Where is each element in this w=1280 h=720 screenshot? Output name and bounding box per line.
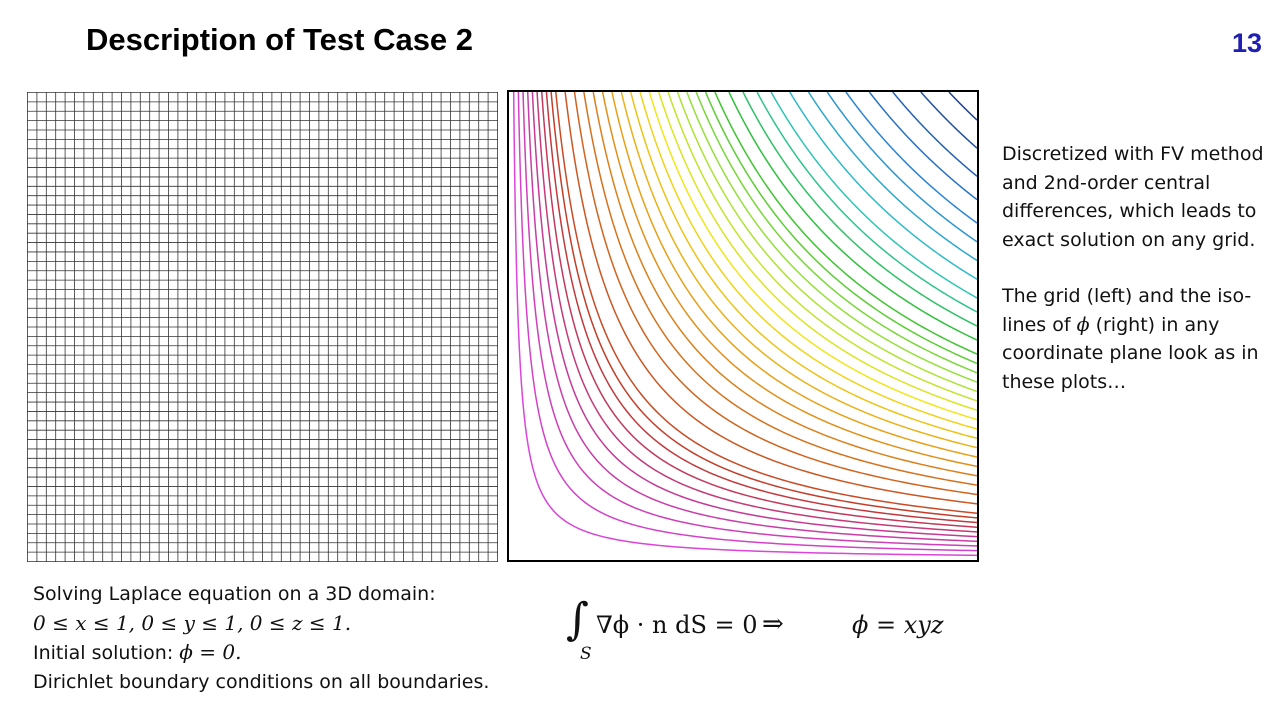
isoline bbox=[639, 92, 977, 430]
isoline bbox=[629, 92, 977, 440]
isoline bbox=[892, 92, 977, 177]
isoline bbox=[676, 92, 977, 393]
isoline bbox=[920, 92, 977, 149]
isoline-plot-frame bbox=[507, 90, 979, 562]
isoline bbox=[648, 92, 977, 421]
isoline bbox=[512, 92, 977, 557]
isoline bbox=[826, 92, 977, 243]
slide-title: Description of Test Case 2 bbox=[86, 22, 474, 57]
initial-solution-label: Initial solution: bbox=[33, 642, 180, 664]
domain-inequalities: 0 ≤ x ≤ 1, 0 ≤ y ≤ 1, 0 ≤ z ≤ 1. bbox=[33, 611, 352, 635]
isoline bbox=[742, 92, 977, 327]
isoline bbox=[868, 92, 977, 201]
isoline bbox=[601, 92, 977, 468]
notes-text: Discretized with FV method and 2nd-order… bbox=[1002, 140, 1277, 424]
page-number: 13 bbox=[1231, 28, 1262, 58]
isoline bbox=[517, 92, 977, 552]
isoline-plot bbox=[507, 90, 979, 562]
isoline bbox=[948, 92, 977, 121]
isoline bbox=[526, 92, 977, 543]
isoline bbox=[770, 92, 977, 299]
isoline bbox=[686, 92, 977, 383]
isoline bbox=[550, 92, 977, 519]
initial-solution-line: Initial solution: ϕ = 0. bbox=[33, 638, 489, 668]
problem-description: Solving Laplace equation on a 3D domain:… bbox=[33, 580, 489, 697]
isoline bbox=[620, 92, 977, 449]
isoline bbox=[573, 92, 977, 496]
isoline bbox=[536, 92, 977, 533]
notes-p2-post: (right) in any coordinate plane look as … bbox=[1002, 313, 1259, 393]
isoline bbox=[714, 92, 977, 355]
phi-symbol: ϕ bbox=[1076, 313, 1090, 336]
isoline bbox=[592, 92, 977, 477]
isoline bbox=[564, 92, 977, 505]
boundary-conditions-line: Dirichlet boundary conditions on all bou… bbox=[33, 671, 490, 693]
isoline bbox=[611, 92, 977, 458]
isoline bbox=[807, 92, 977, 262]
integral-sign: ∫ bbox=[566, 594, 589, 645]
grid-plot bbox=[27, 92, 498, 562]
isoline bbox=[728, 92, 977, 341]
isoline bbox=[531, 92, 977, 538]
isoline bbox=[658, 92, 977, 411]
isoline bbox=[541, 92, 977, 528]
notes-paragraph-2: The grid (left) and the iso-lines of ϕ (… bbox=[1002, 282, 1277, 396]
isoline bbox=[583, 92, 977, 486]
isoline bbox=[522, 92, 977, 547]
isoline-svg bbox=[507, 90, 979, 562]
implies-arrow: ⇒ bbox=[762, 609, 784, 639]
isoline bbox=[667, 92, 977, 402]
isoline bbox=[545, 92, 977, 524]
problem-line-1: Solving Laplace equation on a 3D domain: bbox=[33, 583, 436, 605]
isoline bbox=[555, 92, 977, 514]
isoline bbox=[695, 92, 977, 374]
isoline bbox=[704, 92, 977, 365]
grid-lines bbox=[27, 92, 498, 562]
equation-body: ∇ϕ · n dS = 0 bbox=[596, 611, 758, 639]
exact-solution: ϕ = xyz bbox=[852, 611, 944, 639]
integral-subscript: S bbox=[580, 644, 592, 664]
grid-svg bbox=[27, 92, 498, 562]
initial-solution-math: ϕ = 0. bbox=[179, 640, 242, 664]
isoline bbox=[756, 92, 977, 313]
notes-paragraph-1: Discretized with FV method and 2nd-order… bbox=[1002, 143, 1264, 251]
isoline bbox=[789, 92, 977, 280]
isoline bbox=[845, 92, 977, 224]
notes-p2-pre: The grid (left) and the iso-lines of bbox=[1002, 285, 1252, 336]
